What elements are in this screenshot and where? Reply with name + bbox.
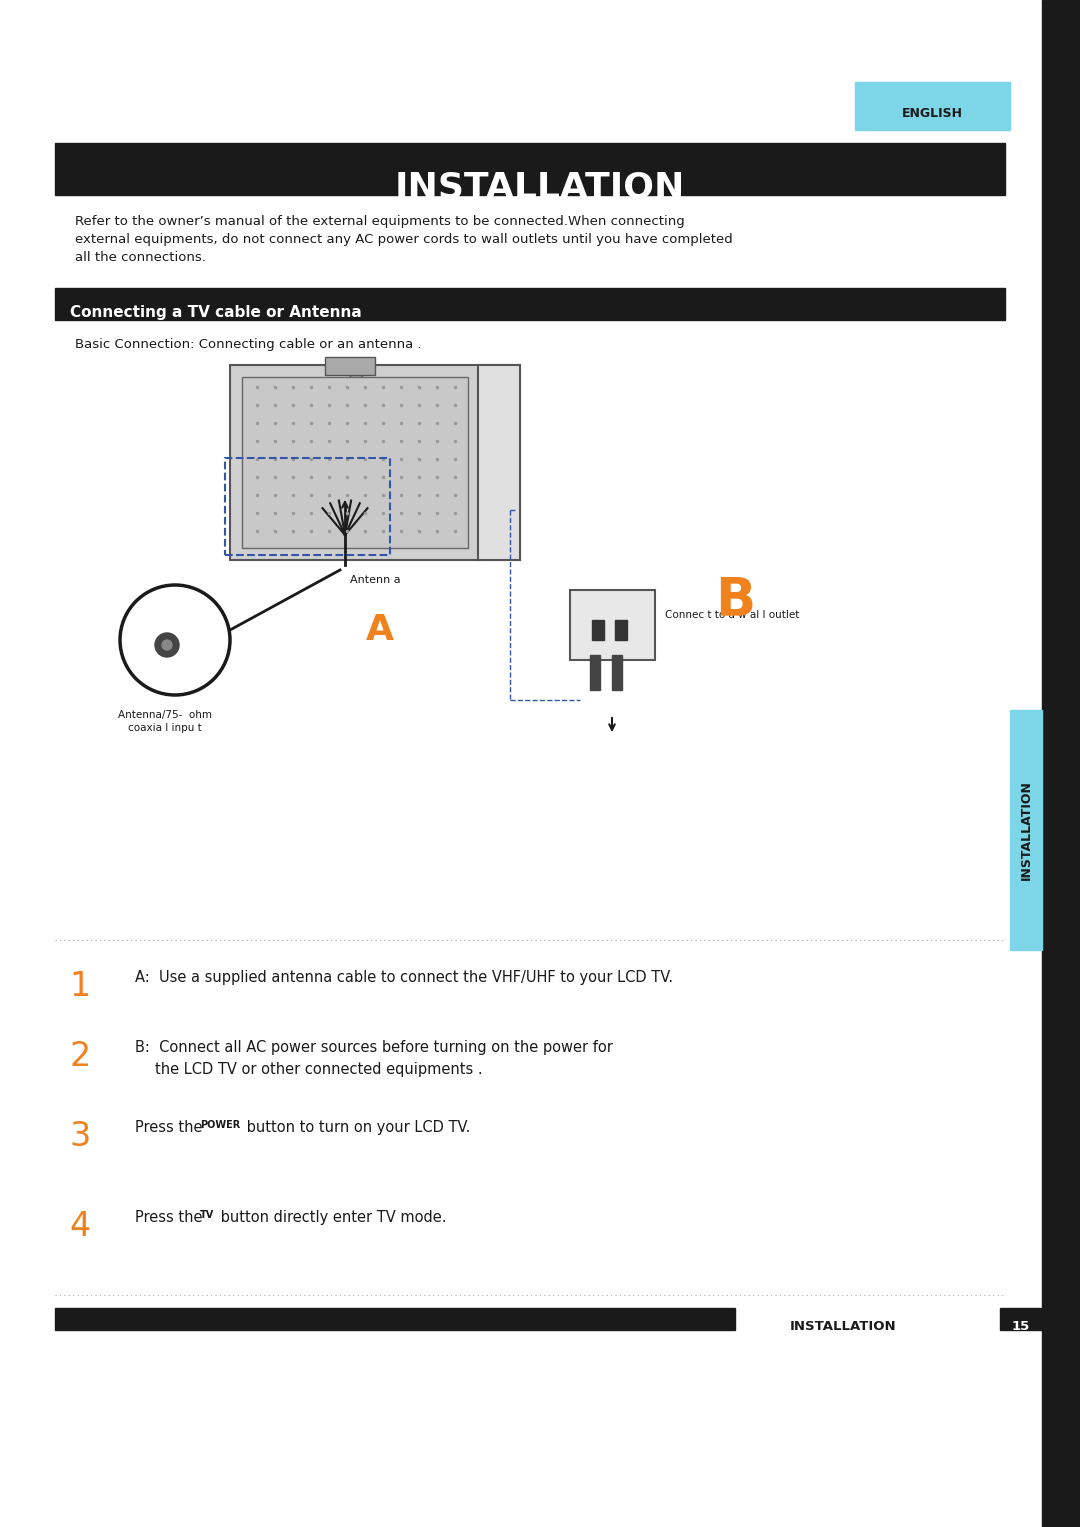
Bar xyxy=(1000,1309,1042,1330)
Text: Press the: Press the xyxy=(135,1119,207,1135)
Circle shape xyxy=(156,634,179,657)
Text: POWER: POWER xyxy=(200,1119,240,1130)
Bar xyxy=(592,620,604,640)
Bar xyxy=(225,458,390,554)
Bar xyxy=(55,1309,735,1330)
Text: Antenn a: Antenn a xyxy=(350,576,401,585)
Text: 1: 1 xyxy=(69,970,91,1003)
Circle shape xyxy=(162,640,172,651)
Text: Connecting a TV cable or Antenna: Connecting a TV cable or Antenna xyxy=(70,305,362,321)
Bar xyxy=(55,144,1005,195)
Text: A:  Use a supplied antenna cable to connect the VHF/UHF to your LCD TV.: A: Use a supplied antenna cable to conne… xyxy=(135,970,673,985)
Bar xyxy=(615,620,627,640)
Text: Refer to the owner’s manual of the external equipments to be connected.When conn: Refer to the owner’s manual of the exter… xyxy=(75,215,732,264)
Text: the LCD TV or other connected equipments .: the LCD TV or other connected equipments… xyxy=(156,1061,483,1077)
Text: Press the: Press the xyxy=(135,1209,207,1225)
Text: A: A xyxy=(366,612,394,647)
Bar xyxy=(55,289,1005,321)
Bar xyxy=(590,655,600,690)
Text: B:  Connect all AC power sources before turning on the power for: B: Connect all AC power sources before t… xyxy=(135,1040,612,1055)
Bar xyxy=(478,365,519,560)
Bar xyxy=(570,589,654,660)
Text: INSTALLATION: INSTALLATION xyxy=(395,169,685,205)
Text: TV: TV xyxy=(200,1209,214,1220)
Text: Connec t to a w al l outlet: Connec t to a w al l outlet xyxy=(665,609,799,620)
Text: Basic Connection: Connecting cable or an antenna .: Basic Connection: Connecting cable or an… xyxy=(75,337,421,351)
Text: 2: 2 xyxy=(69,1040,91,1073)
Text: INSTALLATION: INSTALLATION xyxy=(789,1319,896,1333)
Bar xyxy=(855,82,1010,130)
Text: Antenna/75-  ohm
coaxia l inpu t: Antenna/75- ohm coaxia l inpu t xyxy=(118,710,212,733)
Bar xyxy=(612,655,622,690)
Bar xyxy=(325,357,375,376)
Text: ENGLISH: ENGLISH xyxy=(902,107,962,121)
Text: 15: 15 xyxy=(1012,1319,1030,1333)
Bar xyxy=(242,377,468,548)
Text: 4: 4 xyxy=(69,1209,91,1243)
Text: button directly enter TV mode.: button directly enter TV mode. xyxy=(216,1209,446,1225)
Text: INSTALLATION: INSTALLATION xyxy=(1020,780,1032,880)
Text: 3: 3 xyxy=(69,1119,91,1153)
Text: B: B xyxy=(715,574,755,626)
Bar xyxy=(350,360,362,389)
Bar xyxy=(1010,710,1042,950)
Bar xyxy=(230,365,519,560)
Text: button to turn on your LCD TV.: button to turn on your LCD TV. xyxy=(242,1119,471,1135)
Bar xyxy=(1042,0,1080,1527)
